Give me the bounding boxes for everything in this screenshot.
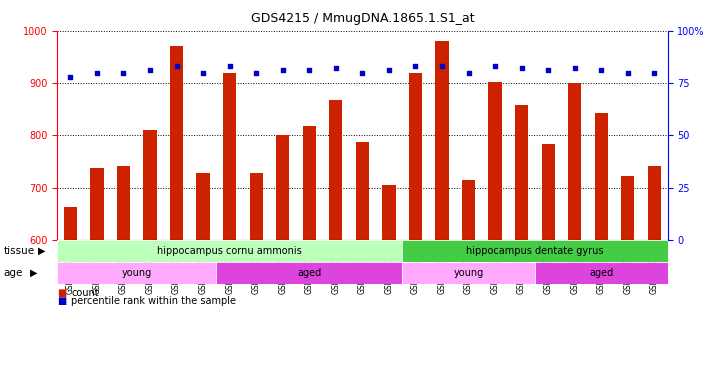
Point xyxy=(224,63,236,70)
Point xyxy=(251,70,262,76)
Point xyxy=(543,68,554,74)
Bar xyxy=(170,46,183,240)
Point xyxy=(463,70,474,76)
Bar xyxy=(488,82,502,240)
Bar xyxy=(276,136,289,240)
Point xyxy=(118,70,129,76)
Bar xyxy=(535,262,668,284)
Bar xyxy=(57,240,402,262)
Point xyxy=(91,70,103,76)
Text: ▶: ▶ xyxy=(30,268,38,278)
Bar xyxy=(117,166,130,240)
Text: age: age xyxy=(4,268,23,278)
Bar xyxy=(402,240,668,262)
Text: percentile rank within the sample: percentile rank within the sample xyxy=(71,296,236,306)
Point xyxy=(569,65,580,71)
Bar xyxy=(462,180,475,240)
Text: ■: ■ xyxy=(57,296,66,306)
Text: young: young xyxy=(453,268,483,278)
Bar xyxy=(621,176,635,240)
Point xyxy=(357,70,368,76)
Text: hippocampus dentate gyrus: hippocampus dentate gyrus xyxy=(466,246,603,256)
Bar xyxy=(436,41,448,240)
Bar xyxy=(144,130,156,240)
Bar xyxy=(223,73,236,240)
Bar xyxy=(356,142,369,240)
Bar xyxy=(329,100,343,240)
Text: young: young xyxy=(121,268,152,278)
Bar xyxy=(595,113,608,240)
Text: count: count xyxy=(71,288,99,298)
Text: tissue: tissue xyxy=(4,246,35,256)
Bar xyxy=(402,262,535,284)
Point xyxy=(410,63,421,70)
Text: ■: ■ xyxy=(57,288,66,298)
Bar xyxy=(541,144,555,240)
Point xyxy=(330,65,341,71)
Bar xyxy=(90,168,104,240)
Bar xyxy=(250,173,263,240)
Point xyxy=(516,65,528,71)
Bar xyxy=(568,83,581,240)
Text: GDS4215 / MmugDNA.1865.1.S1_at: GDS4215 / MmugDNA.1865.1.S1_at xyxy=(251,12,474,25)
Text: hippocampus cornu ammonis: hippocampus cornu ammonis xyxy=(157,246,302,256)
Bar xyxy=(57,262,216,284)
Bar xyxy=(196,173,210,240)
Point xyxy=(383,68,395,74)
Bar xyxy=(64,207,77,240)
Point xyxy=(436,63,448,70)
Bar xyxy=(382,185,396,240)
Point xyxy=(277,68,288,74)
Bar xyxy=(216,262,402,284)
Point xyxy=(489,63,501,70)
Bar xyxy=(409,73,422,240)
Bar xyxy=(648,166,661,240)
Bar xyxy=(515,105,528,240)
Point xyxy=(622,70,633,76)
Point xyxy=(648,70,660,76)
Point xyxy=(197,70,208,76)
Point xyxy=(144,68,156,74)
Text: aged: aged xyxy=(589,268,613,278)
Point xyxy=(65,74,76,80)
Point xyxy=(171,63,182,70)
Text: aged: aged xyxy=(297,268,321,278)
Text: ▶: ▶ xyxy=(38,246,46,256)
Point xyxy=(595,68,607,74)
Bar xyxy=(303,126,316,240)
Point xyxy=(303,68,315,74)
